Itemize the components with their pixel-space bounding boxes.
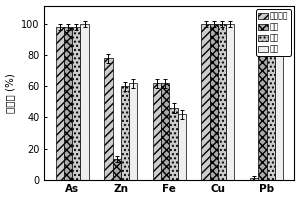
Bar [161,83,170,180]
Bar [56,27,64,180]
Bar [169,108,178,180]
Bar [104,58,112,180]
Bar [250,178,258,180]
Bar [72,27,80,180]
Bar [267,27,275,180]
Bar [258,26,267,180]
Bar [64,27,72,180]
Bar [153,83,161,180]
Bar [112,159,121,180]
Bar [121,86,129,180]
Y-axis label: 浸出率 (%): 浸出率 (%) [6,73,16,113]
Bar [202,24,210,180]
Bar [80,24,89,180]
Bar [218,24,226,180]
Bar [275,24,283,180]
Bar [210,24,218,180]
Bar [129,83,137,180]
Legend: 氢氧化鍶, 硫酸, 盐酸, 祈酸: 氢氧化鍶, 硫酸, 盐酸, 祈酸 [256,9,291,56]
Bar [178,114,186,180]
Bar [226,24,235,180]
